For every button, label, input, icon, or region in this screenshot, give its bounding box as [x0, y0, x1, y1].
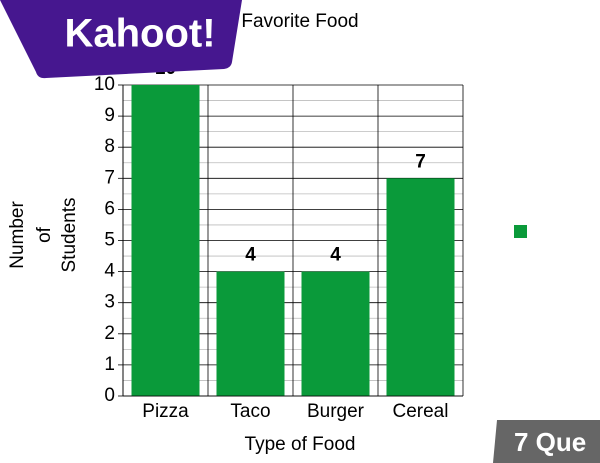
badge-shape: [493, 420, 600, 463]
logo-shape: [0, 0, 242, 79]
x-tick-label: Taco: [230, 401, 270, 422]
y-axis-label: Number of Students: [7, 198, 80, 273]
y-label-line: of: [34, 226, 55, 243]
bar: [386, 178, 455, 396]
logo-text: Kahoot!: [64, 12, 215, 56]
y-tick-label: 2: [104, 323, 115, 344]
value-label: 4: [330, 245, 341, 266]
bar: [216, 271, 285, 396]
y-tick-label: 7: [104, 167, 115, 188]
value-label: 4: [245, 245, 256, 266]
y-label-line: Students: [59, 198, 80, 273]
y-tick-label: 10: [94, 74, 115, 95]
y-tick-label: 5: [104, 230, 115, 251]
chart-title: Favorite Food: [241, 11, 358, 32]
x-tick-label: Pizza: [142, 401, 189, 422]
y-tick-label: 0: [104, 385, 115, 406]
question-badge: 7 Que: [493, 420, 600, 463]
y-tick-label: 1: [104, 354, 115, 375]
plot-area: 012345678910Pizza10Taco4Burger4Cereal7: [94, 58, 464, 422]
y-tick-label: 8: [104, 136, 115, 157]
y-tick-label: 3: [104, 292, 115, 313]
y-tick-label: 4: [104, 261, 115, 282]
kahoot-logo: Kahoot!: [0, 0, 242, 79]
bar: [131, 85, 200, 396]
y-label-line: Number: [7, 201, 28, 269]
y-tick-label: 6: [104, 198, 115, 219]
legend-marker: [514, 225, 527, 238]
value-label: 7: [415, 151, 426, 172]
badge-text: 7 Que: [514, 427, 586, 457]
x-tick-label: Burger: [307, 401, 365, 422]
bar: [301, 271, 370, 396]
y-tick-label: 9: [104, 105, 115, 126]
x-axis-label: Type of Food: [245, 434, 356, 455]
x-tick-label: Cereal: [393, 401, 449, 422]
